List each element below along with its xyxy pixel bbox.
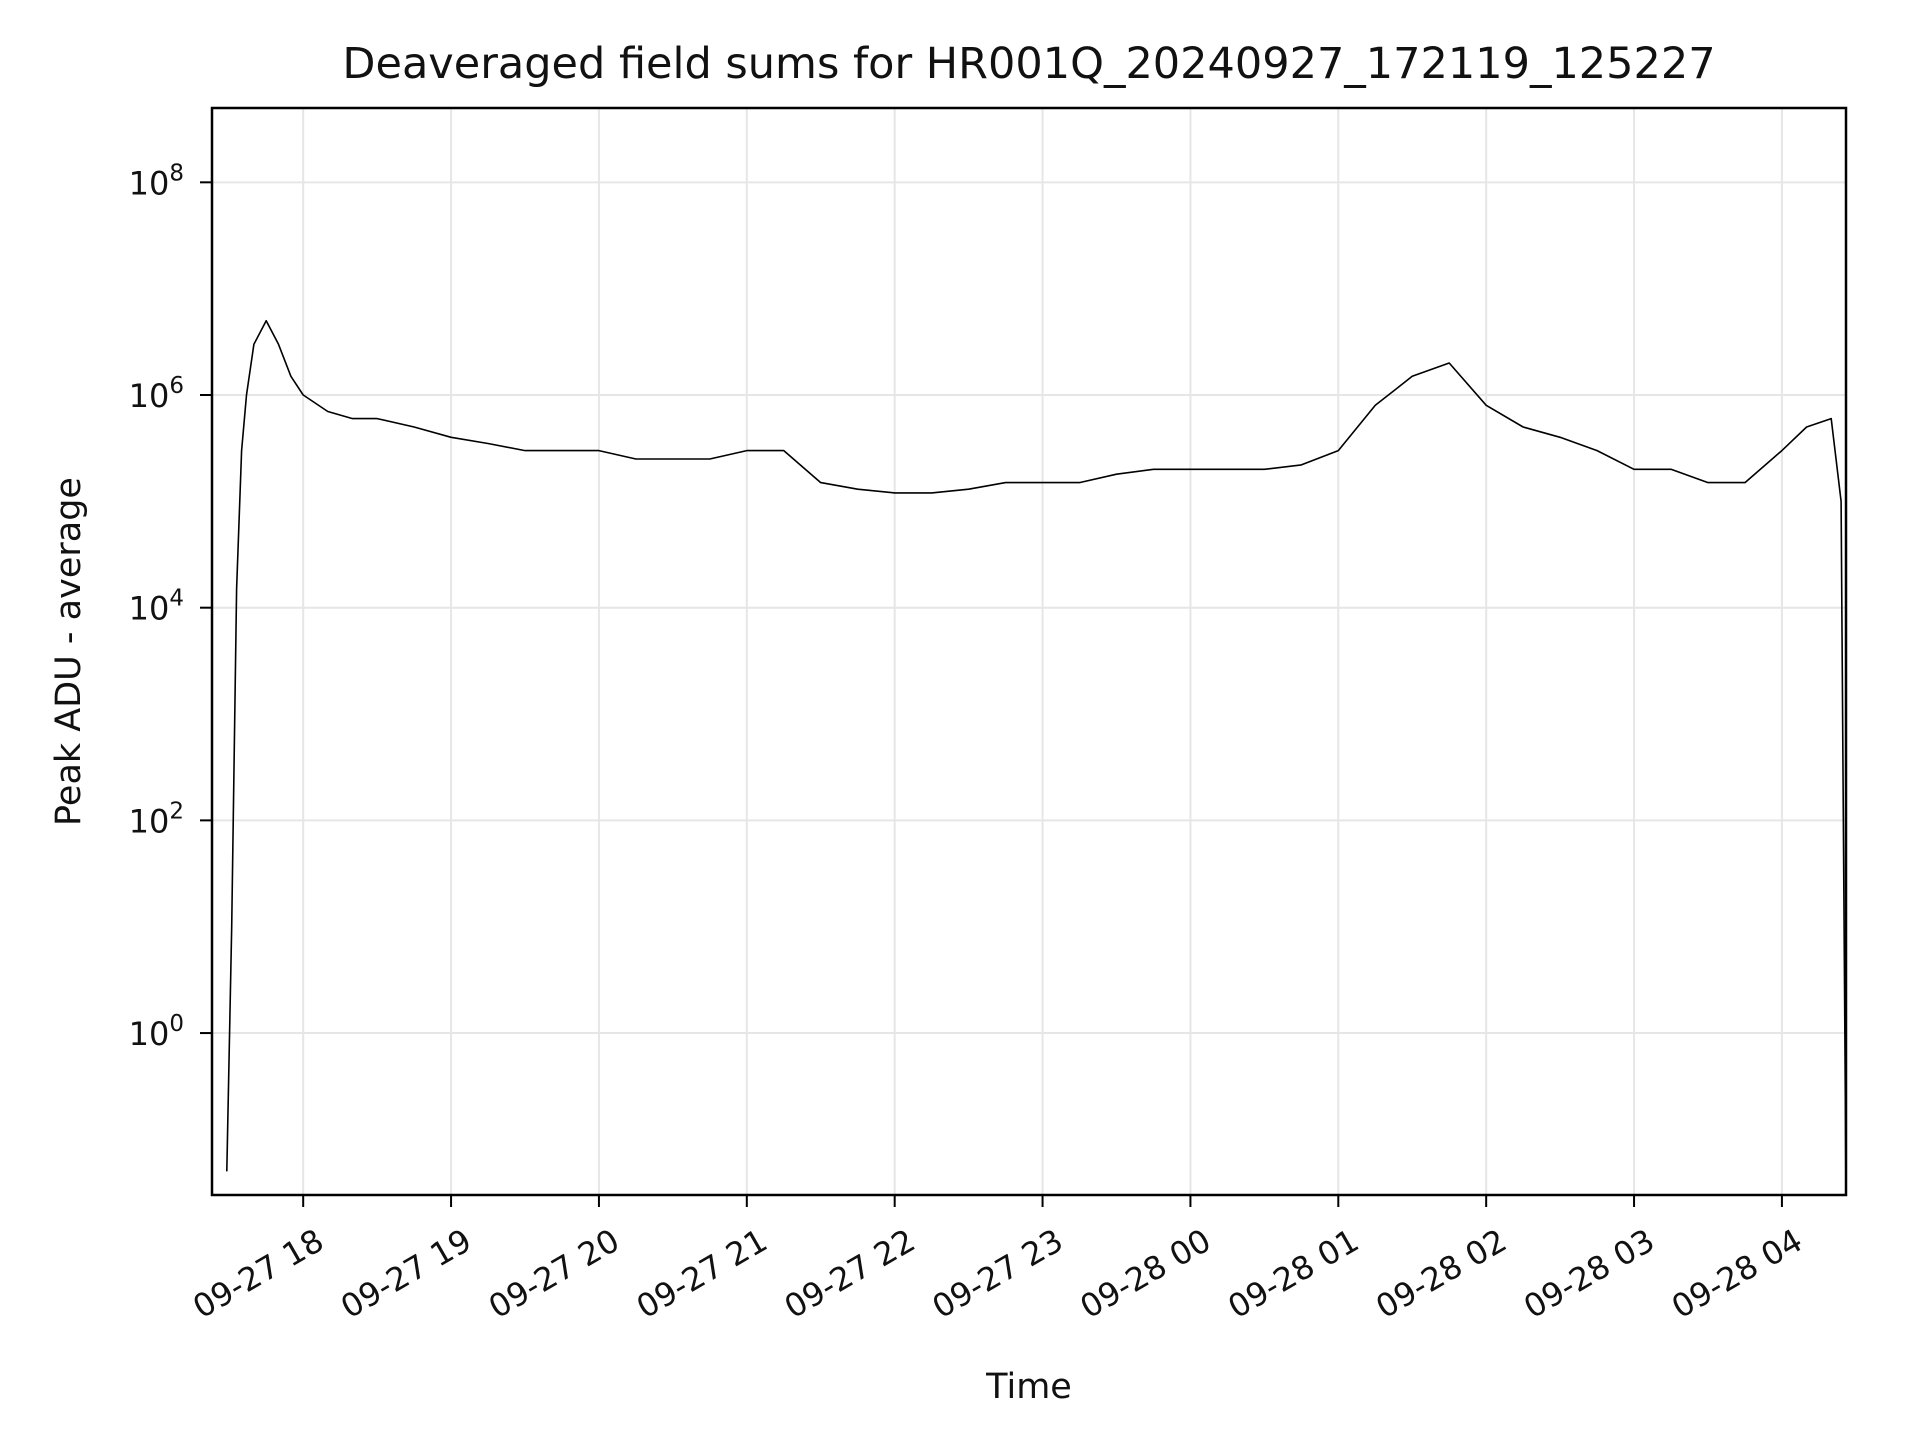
y-tick-base: 10 (129, 1015, 170, 1053)
x-axis-title: Time (985, 1367, 1072, 1407)
y-tick-exponent: 8 (169, 160, 184, 186)
y-tick-base: 10 (129, 802, 170, 840)
y-tick-label: 100 (129, 1011, 184, 1053)
chart-title: Deaveraged field sums for HR001Q_2024092… (342, 39, 1715, 89)
y-tick-exponent: 2 (169, 798, 184, 824)
y-tick-label: 106 (129, 373, 184, 415)
y-tick-exponent: 0 (169, 1011, 184, 1037)
y-tick-exponent: 6 (169, 373, 184, 399)
grid-lines (212, 108, 1846, 1195)
y-tick-label: 102 (129, 798, 184, 840)
series-layer (226, 319, 1846, 1195)
plot-frame (210, 106, 1848, 1197)
y-tick-base: 10 (129, 377, 170, 415)
y-tick-base: 10 (129, 164, 170, 202)
y-axis-title: Peak ADU - average (49, 477, 89, 826)
y-tick-exponent: 4 (169, 586, 184, 612)
y-tick-base: 10 (129, 590, 170, 628)
y-tick-label: 108 (129, 160, 184, 202)
y-tick-label: 104 (129, 586, 184, 628)
